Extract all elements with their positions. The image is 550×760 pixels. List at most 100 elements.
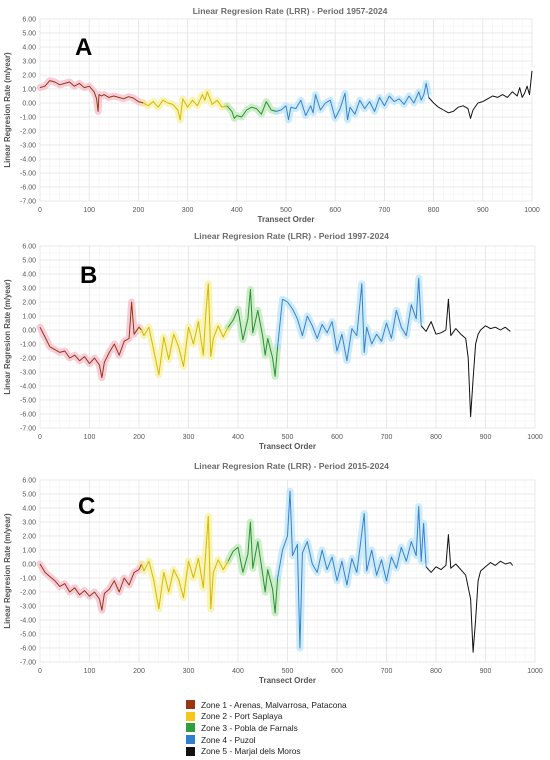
x-tick-label: 200 (133, 434, 145, 441)
series-line-zone-5 (420, 298, 511, 418)
y-tick-label: 3.00 (22, 520, 36, 527)
y-tick-label: 6.00 (22, 478, 36, 485)
chart-panel-a: Linear Regresion Rate (LRR) - Period 195… (3, 6, 540, 224)
series-glow-zone-3 (223, 98, 280, 122)
y-tick-label: 1.00 (22, 314, 36, 321)
y-tick-label: -4.00 (20, 618, 36, 625)
series-glow-zone-2 (138, 280, 232, 379)
legend-item-zone-4: Zone 4 - Puzol (186, 734, 406, 746)
series-glow-zone-4 (274, 274, 425, 365)
legend-swatch-zone-4 (186, 735, 195, 745)
y-tick-label: 2.00 (22, 73, 36, 80)
series-line-zone-1 (39, 563, 142, 611)
x-tick-label: 500 (282, 668, 294, 675)
legend-swatch-zone-1 (186, 700, 195, 710)
y-tick-label: -7.00 (20, 660, 36, 667)
series-glow-zone-4 (274, 487, 430, 652)
x-tick-label: 600 (331, 668, 343, 675)
y-tick-label: 6.00 (22, 17, 36, 24)
series-line-zone-5 (425, 534, 514, 653)
y-tick-label: -2.00 (20, 590, 36, 597)
y-tick-label: -6.00 (20, 412, 36, 419)
panel-label: A (75, 34, 92, 61)
y-tick-label: 2.00 (22, 534, 36, 541)
y-tick-label: 6.00 (22, 244, 36, 251)
series-line-zone-2 (143, 91, 228, 121)
x-axis-label: Transect Order (259, 676, 316, 685)
legend-swatch-zone-5 (186, 746, 195, 756)
x-axis-label: Transect Order (258, 215, 315, 224)
x-tick-label: 1000 (527, 668, 543, 675)
x-tick-label: 900 (477, 207, 489, 214)
x-tick-label: 100 (83, 207, 95, 214)
x-tick-label: 200 (133, 668, 145, 675)
y-tick-label: -2.00 (20, 356, 36, 363)
y-tick-label: 1.00 (22, 87, 36, 94)
series-line-zone-5 (428, 70, 533, 119)
zone-legend: Zone 1 - Arenas, Malvarrosa, Patacona Zo… (186, 699, 406, 757)
series-glow-zone-5 (425, 67, 536, 122)
legend-label-zone-5: Zone 5 - Marjal dels Moros (201, 746, 301, 757)
x-tick-label: 900 (480, 434, 492, 441)
chart-panel-c: Linear Regresion Rate (LRR) - Period 201… (3, 461, 543, 685)
legend-label-zone-1: Zone 1 - Arenas, Malvarrosa, Patacona (201, 699, 347, 710)
y-tick-label: -6.00 (20, 185, 36, 192)
x-tick-label: 0 (38, 434, 42, 441)
x-tick-label: 800 (430, 668, 442, 675)
legend-label-zone-3: Zone 3 - Pobla de Farnals (201, 722, 298, 733)
x-tick-label: 300 (182, 207, 194, 214)
y-tick-label: 4.00 (22, 45, 36, 52)
x-tick-label: 1000 (524, 207, 540, 214)
x-tick-label: 1000 (527, 434, 543, 441)
x-tick-label: 800 (428, 207, 440, 214)
y-tick-label: 5.00 (22, 31, 36, 38)
series-line-zone-1 (39, 301, 142, 379)
series-line-zone-2 (141, 283, 229, 376)
y-tick-label: 1.00 (22, 548, 36, 555)
y-tick-label: -3.00 (20, 143, 36, 150)
y-tick-label: -6.00 (20, 646, 36, 653)
y-tick-label: 2.00 (22, 300, 36, 307)
x-tick-label: 400 (231, 207, 243, 214)
series-line-zone-4 (276, 82, 430, 121)
y-tick-label: 0.00 (22, 328, 36, 335)
series-line-zone-4 (277, 490, 427, 649)
x-tick-label: 900 (480, 668, 492, 675)
y-tick-label: -3.00 (20, 604, 36, 611)
x-tick-label: 100 (84, 668, 96, 675)
y-tick-label: -5.00 (20, 171, 36, 178)
series-line-zone-3 (227, 288, 279, 377)
y-axis-label: Linear Regresion Rate (m/year) (3, 513, 12, 629)
chart-title: Linear Regresion Rate (LRR) - Period 199… (194, 231, 389, 241)
x-tick-label: 300 (183, 434, 195, 441)
legend-item-zone-2: Zone 2 - Port Saplaya (186, 711, 406, 723)
chart-title: Linear Regresion Rate (LRR) - Period 201… (194, 461, 389, 471)
y-tick-label: -5.00 (20, 398, 36, 405)
legend-swatch-zone-3 (186, 723, 195, 733)
series-glow-zone-2 (138, 512, 232, 613)
y-tick-label: 0.00 (22, 562, 36, 569)
x-tick-label: 500 (280, 207, 292, 214)
y-tick-label: 4.00 (22, 272, 36, 279)
y-tick-label: 5.00 (22, 258, 36, 265)
x-axis-label: Transect Order (259, 442, 316, 451)
y-tick-label: 0.00 (22, 101, 36, 108)
x-tick-label: 400 (232, 668, 244, 675)
legend-label-zone-4: Zone 4 - Puzol (201, 734, 256, 745)
series-line-zone-2 (141, 515, 229, 610)
panel-label: C (78, 493, 95, 520)
series-line-zone-4 (277, 277, 422, 362)
y-tick-label: -7.00 (20, 426, 36, 433)
x-tick-label: 0 (38, 668, 42, 675)
y-tick-label: 3.00 (22, 286, 36, 293)
legend-item-zone-5: Zone 5 - Marjal dels Moros (186, 745, 406, 757)
y-tick-label: -5.00 (20, 632, 36, 639)
x-tick-label: 800 (430, 434, 442, 441)
y-tick-label: -2.00 (20, 129, 36, 136)
series-line-zone-1 (39, 80, 144, 112)
x-tick-label: 700 (379, 207, 391, 214)
x-tick-label: 700 (381, 434, 393, 441)
legend-label-zone-2: Zone 2 - Port Saplaya (201, 711, 283, 722)
x-tick-label: 500 (282, 434, 294, 441)
